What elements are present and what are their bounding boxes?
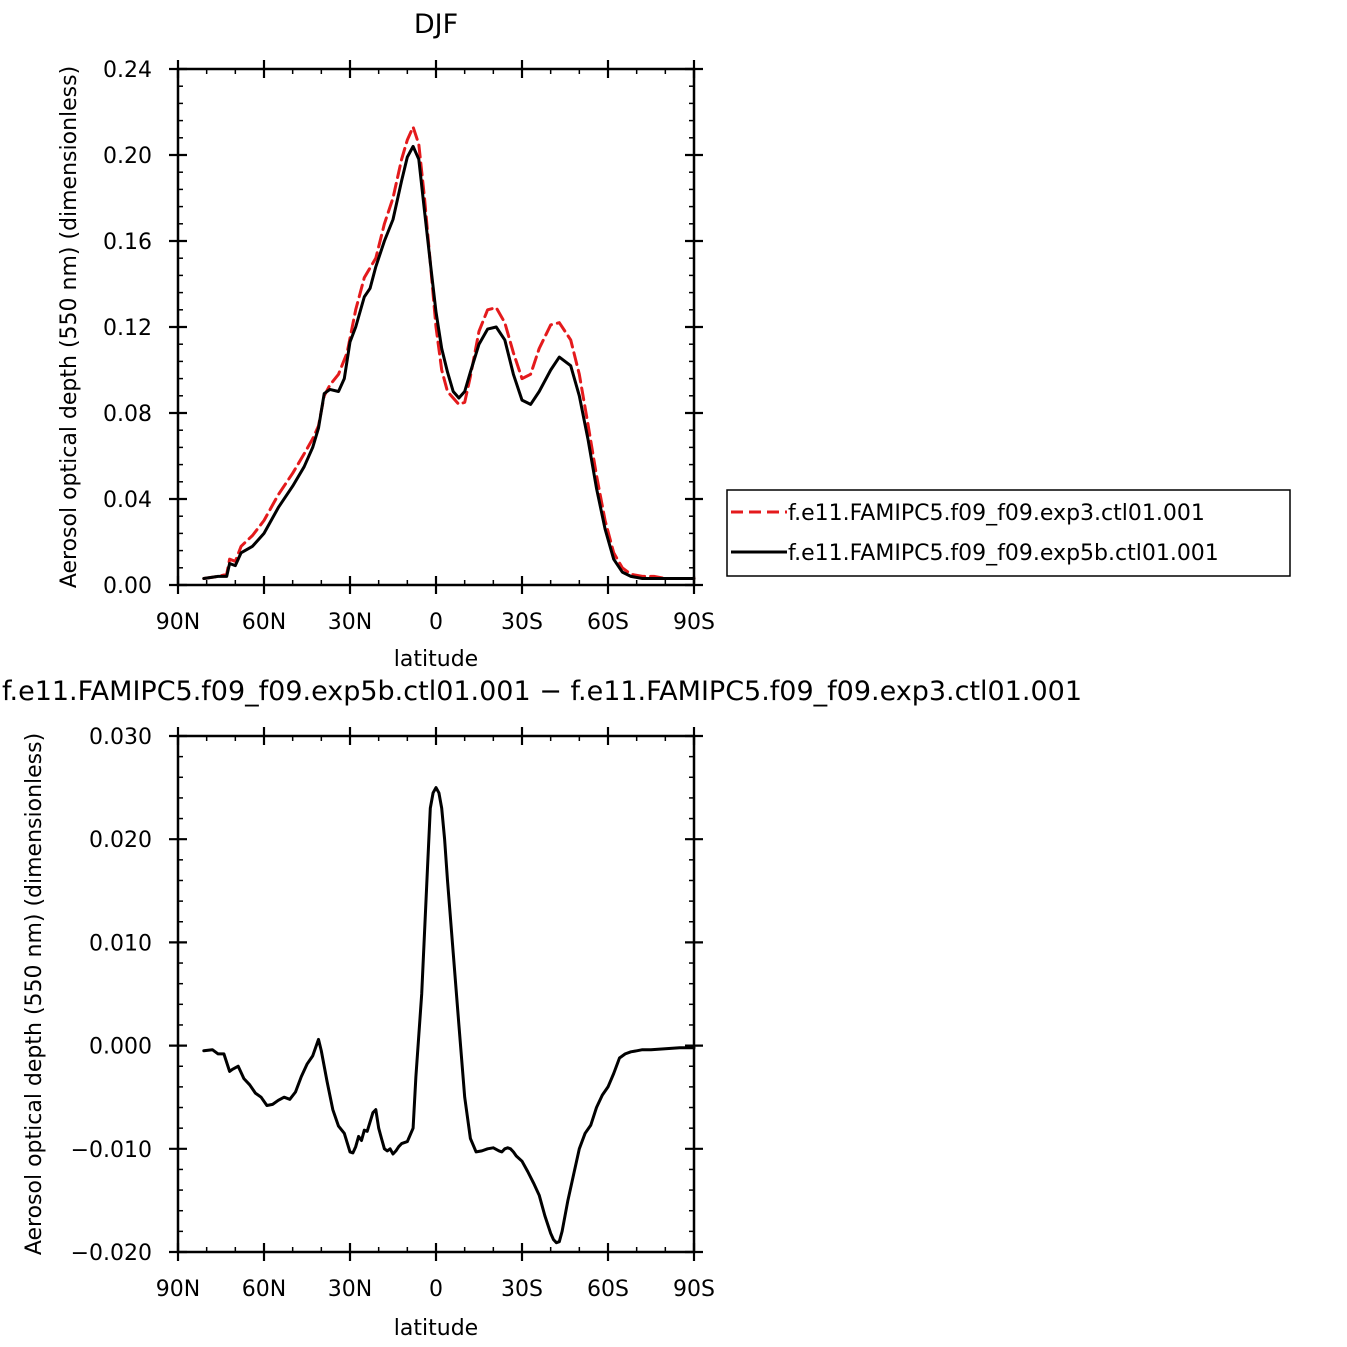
top-x-axis-label: latitude xyxy=(394,647,478,672)
x-tick-label: 90S xyxy=(673,610,715,635)
y-tick-label: 0.00 xyxy=(103,574,152,599)
top-y-axis: 0.00 0.04 0.08 0.12 0.16 0.20 0.24 xyxy=(103,58,703,599)
y-tick-label: 0.20 xyxy=(103,144,152,169)
x-tick-label: 90S xyxy=(673,1277,715,1302)
x-tick-label: 90N xyxy=(156,1277,200,1302)
y-tick-label: −0.010 xyxy=(71,1138,152,1163)
legend-label-exp5b: f.e11.FAMIPC5.f09_f09.exp5b.ctl01.001 xyxy=(788,541,1219,566)
bottom-y-axis: −0.020 −0.010 0.000 0.010 0.020 0.030 xyxy=(71,725,703,1266)
bottom-x-axis-label: latitude xyxy=(394,1316,478,1341)
x-tick-label: 30S xyxy=(501,610,543,635)
y-tick-label: 0.000 xyxy=(89,1035,152,1060)
top-y-axis-label: Aerosol optical depth (550 nm) (dimensio… xyxy=(57,66,82,588)
top-plot-area xyxy=(202,125,696,580)
y-tick-label: 0.08 xyxy=(103,402,152,427)
bottom-chart: f.e11.FAMIPC5.f09_f09.exp5b.ctl01.001 − … xyxy=(2,676,1082,1341)
y-tick-label: 0.020 xyxy=(89,828,152,853)
top-x-axis: 90N 60N 30N 0 30S 60S 90S xyxy=(156,60,715,635)
y-tick-label: −0.020 xyxy=(71,1241,152,1266)
bottom-y-axis-label: Aerosol optical depth (550 nm) (dimensio… xyxy=(22,733,47,1255)
x-tick-label: 0 xyxy=(429,610,443,635)
x-tick-label: 90N xyxy=(156,610,200,635)
x-tick-label: 60N xyxy=(242,1277,286,1302)
x-tick-label: 0 xyxy=(429,1277,443,1302)
y-tick-label: 0.010 xyxy=(89,931,152,956)
y-tick-label: 0.16 xyxy=(103,230,152,255)
series-line-0-1 xyxy=(202,144,696,580)
series-line-0-0 xyxy=(202,125,696,580)
bottom-plot-area xyxy=(202,786,696,1245)
x-tick-label: 60S xyxy=(587,1277,629,1302)
top-chart-title: DJF xyxy=(414,9,458,40)
legend: f.e11.FAMIPC5.f09_f09.exp3.ctl01.001 f.e… xyxy=(726,489,1291,577)
bottom-plot-frame xyxy=(176,734,696,1254)
series-line-1-0 xyxy=(202,786,696,1245)
x-tick-label: 30S xyxy=(501,1277,543,1302)
x-tick-label: 30N xyxy=(328,610,372,635)
bottom-chart-title: f.e11.FAMIPC5.f09_f09.exp5b.ctl01.001 − … xyxy=(2,676,1082,707)
y-tick-label: 0.24 xyxy=(103,58,152,83)
x-tick-label: 60N xyxy=(242,610,286,635)
legend-box xyxy=(726,489,1291,577)
bottom-x-axis: 90N 60N 30N 0 30S 60S 90S xyxy=(156,727,715,1302)
y-tick-label: 0.030 xyxy=(89,725,152,750)
x-tick-label: 30N xyxy=(328,1277,372,1302)
y-tick-label: 0.12 xyxy=(103,316,152,341)
y-tick-label: 0.04 xyxy=(103,488,152,513)
x-tick-label: 60S xyxy=(587,610,629,635)
legend-label-exp3: f.e11.FAMIPC5.f09_f09.exp3.ctl01.001 xyxy=(788,501,1205,526)
top-chart: DJF 0.00 0.04 0.08 0.12 0.16 0.20 0.24 90N 60N 3… xyxy=(57,9,715,672)
